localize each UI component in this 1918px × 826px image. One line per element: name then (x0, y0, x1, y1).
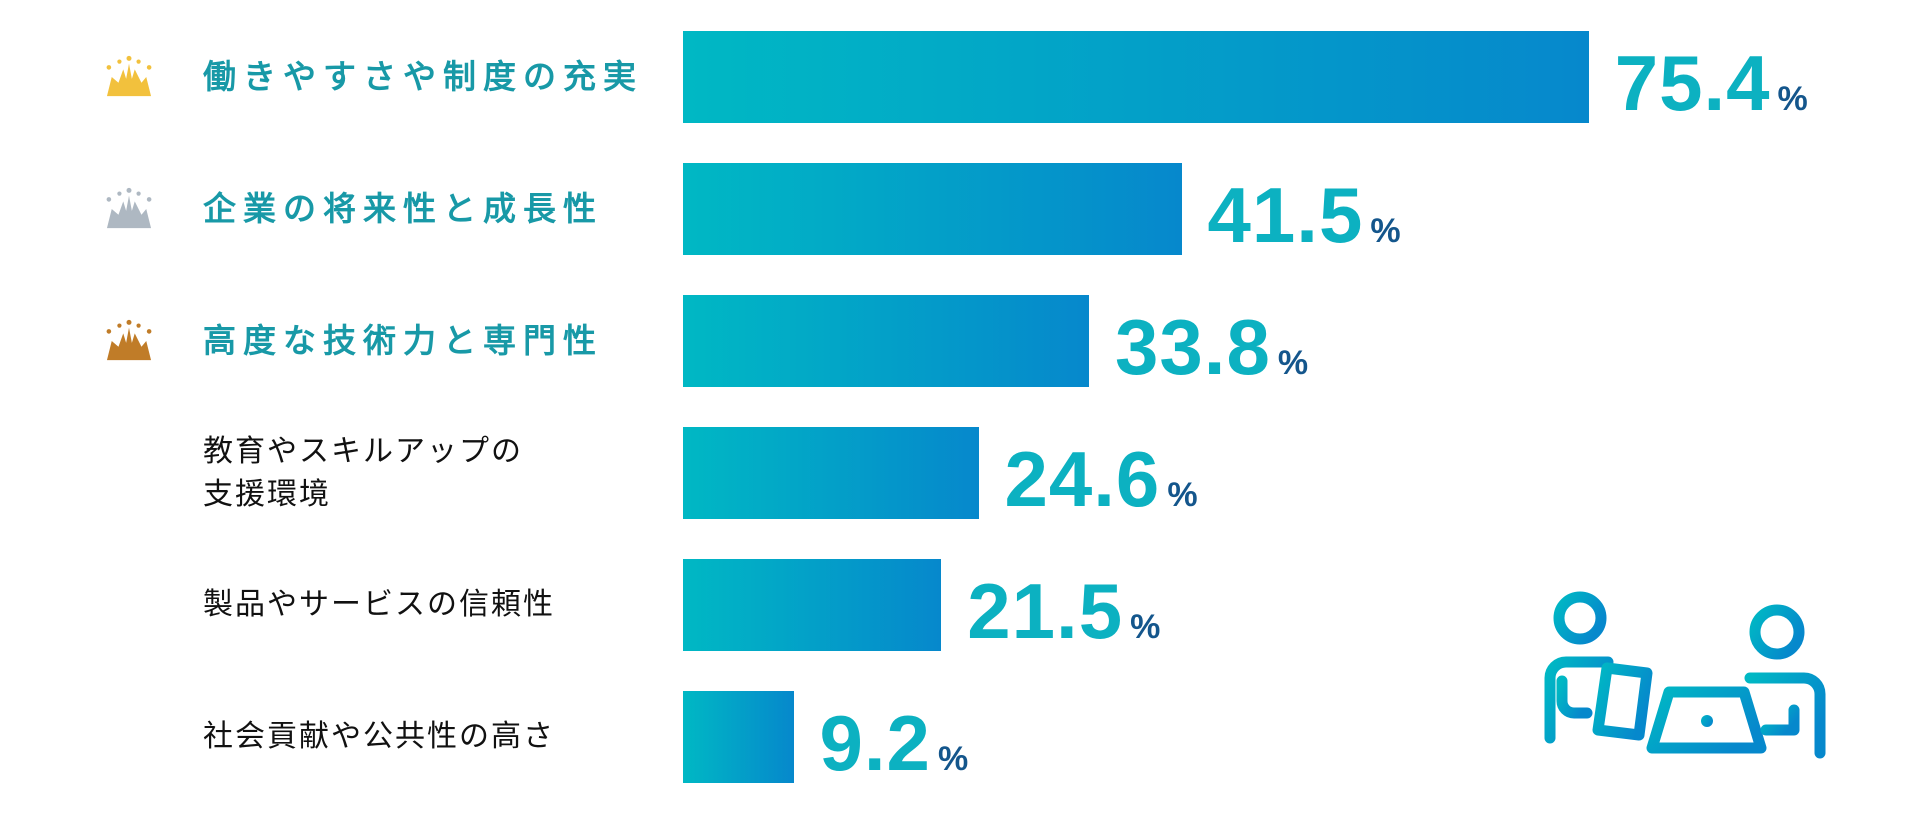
value-number: 75.4 (1614, 38, 1771, 127)
crown-bronze-icon (106, 319, 152, 361)
bar-area: 41.5 % (683, 163, 1644, 259)
bar-area: 75.4 % (683, 31, 1808, 127)
bar-chart: 働きやすさや制度の充実 75.4 % 企業の将来性と成長性 (0, 11, 1918, 803)
chart-row: 製品やサービスの信頼性 21.5 % (0, 539, 1918, 671)
value-label: 41.5 % (1208, 170, 1401, 261)
percent-sign: % (1370, 211, 1401, 250)
category-label: 製品やサービスの信頼性 (203, 588, 555, 622)
value-number: 24.6 (1004, 434, 1161, 523)
value-bar (683, 31, 1589, 123)
value-bar (683, 295, 1090, 387)
chart-row: 高度な技術力と専門性 33.8 % (0, 275, 1918, 407)
bar-area: 24.6 % (683, 427, 1644, 523)
value-label: 75.4 % (1615, 38, 1808, 129)
percent-sign: % (1277, 343, 1309, 382)
left-laptop-screen (1592, 662, 1653, 741)
bar-area: 33.8 % (683, 295, 1644, 391)
right-person-head (1749, 604, 1805, 660)
center-laptop-logo-dot (1701, 715, 1713, 727)
chart-row: 働きやすさや制度の充実 75.4 % (0, 11, 1918, 143)
value-label: 9.2 % (820, 698, 969, 789)
value-label: 24.6 % (1005, 434, 1198, 525)
right-person-body (1744, 672, 1826, 759)
rank-cell (100, 714, 170, 760)
value-number: 9.2 (819, 698, 931, 787)
value-bar (683, 691, 794, 783)
value-number: 21.5 (967, 566, 1124, 655)
left-person-arm (1556, 675, 1593, 719)
category-label: 高度な技術力と専門性 (203, 322, 603, 360)
chart-row: 社会貢献や公共性の高さ 9.2 % (0, 671, 1918, 803)
right-person-arm (1760, 704, 1800, 736)
category-label: 教育やスキルアップの 支援環境 (203, 434, 523, 512)
category-label: 働きやすさや制度の充実 (203, 58, 643, 96)
bar-area: 21.5 % (683, 559, 1644, 655)
value-label: 33.8 % (1115, 302, 1308, 393)
category-label-cell: 社会貢献や公共性の高さ (203, 715, 683, 759)
category-label-cell: 教育やスキルアップの 支援環境 (203, 430, 683, 517)
rank-cell (100, 450, 170, 496)
rank-cell (100, 318, 170, 364)
percent-sign: % (1130, 607, 1161, 646)
value-bar (683, 559, 942, 651)
left-person-body (1544, 656, 1614, 744)
percent-sign: % (1777, 79, 1808, 118)
two-people-with-laptops-illustration (1534, 591, 1828, 762)
chart-row: 企業の将来性と成長性 41.5 % (0, 143, 1918, 275)
value-bar (683, 427, 979, 519)
category-label-cell: 企業の将来性と成長性 (203, 185, 683, 233)
bar-area: 9.2 % (683, 691, 1644, 787)
category-label-cell: 高度な技術力と専門性 (203, 317, 683, 365)
crown-silver-icon (106, 187, 152, 229)
center-laptop (1646, 686, 1767, 754)
rank-cell (100, 186, 170, 232)
value-number: 41.5 (1207, 170, 1364, 259)
percent-sign: % (937, 739, 969, 778)
category-label-cell: 製品やサービスの信頼性 (203, 583, 683, 627)
category-label: 社会貢献や公共性の高さ (203, 720, 555, 754)
category-label: 企業の将来性と成長性 (203, 190, 603, 228)
percent-sign: % (1167, 475, 1198, 514)
value-bar (683, 163, 1182, 255)
crown-gold-icon (106, 55, 152, 97)
category-label-cell: 働きやすさや制度の充実 (203, 53, 683, 101)
left-person-head (1553, 591, 1607, 645)
chart-row: 教育やスキルアップの 支援環境 24.6 % (0, 407, 1918, 539)
rank-cell (100, 54, 170, 100)
rank-cell (100, 582, 170, 628)
value-label: 21.5 % (967, 566, 1160, 657)
value-number: 33.8 (1115, 302, 1271, 391)
